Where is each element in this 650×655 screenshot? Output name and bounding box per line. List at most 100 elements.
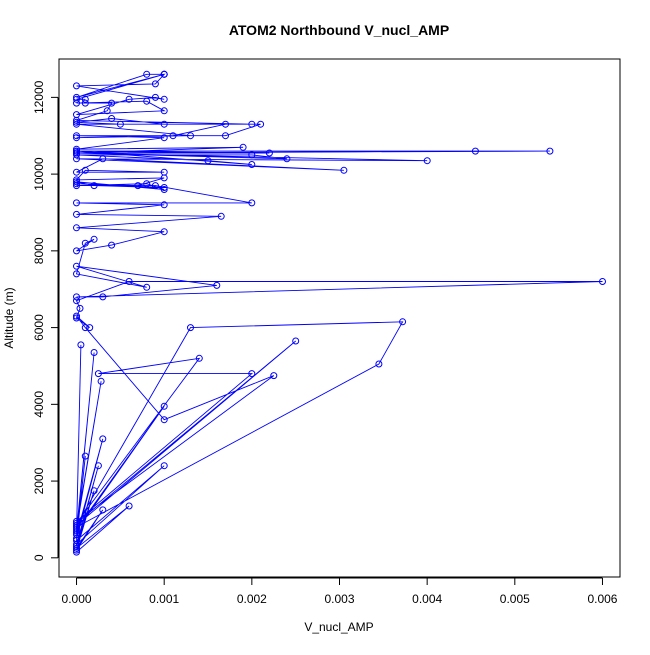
- x-axis-label: V_nucl_AMP: [304, 620, 373, 634]
- data-point: [81, 239, 89, 247]
- data-point: [134, 182, 142, 190]
- data-point: [160, 184, 168, 191]
- data-point: [217, 212, 225, 220]
- data-point: [73, 176, 80, 184]
- data-point: [248, 161, 256, 168]
- data-point: [81, 99, 89, 107]
- x-tick-label: 0.004: [412, 592, 442, 606]
- data-point: [204, 157, 212, 165]
- data-point: [599, 278, 606, 285]
- data-point: [73, 95, 80, 103]
- data-point: [248, 199, 256, 207]
- data-point: [73, 544, 80, 552]
- data-point: [99, 506, 107, 514]
- data-point: [160, 120, 168, 128]
- x-axis: 0.000 0.001 0.002 0.003 0.004 0.005 0.006: [62, 577, 618, 606]
- data-point: [195, 354, 203, 362]
- x-tick-label: 0.005: [500, 592, 530, 606]
- data-point: [73, 199, 80, 207]
- data-point: [73, 521, 80, 529]
- data-point: [160, 402, 168, 410]
- data-point: [187, 324, 194, 332]
- data-point: [265, 149, 273, 157]
- data-point: [73, 312, 80, 320]
- data-point: [160, 462, 168, 470]
- data-point: [546, 147, 554, 155]
- data-point: [292, 337, 300, 345]
- data-point: [73, 147, 80, 155]
- data-point: [160, 95, 168, 103]
- data-point: [125, 502, 133, 510]
- series-line: [75, 73, 603, 553]
- data-point: [73, 132, 80, 140]
- data-point: [73, 297, 80, 305]
- data-point: [94, 370, 102, 378]
- data-point: [73, 111, 80, 119]
- data-point: [375, 360, 383, 368]
- x-tick-label: 0.003: [324, 592, 354, 606]
- data-point: [99, 293, 107, 301]
- y-tick-label: 6000: [32, 314, 46, 341]
- data-point: [73, 517, 80, 525]
- data-point: [90, 487, 98, 495]
- y-axis: 0 2000 4000 6000 8000 10000 12000: [32, 80, 59, 561]
- data-point: [90, 182, 98, 190]
- y-tick-label: 10000: [32, 157, 46, 191]
- data-point: [187, 132, 194, 140]
- y-tick-label: 4000: [32, 391, 46, 418]
- data-point: [99, 435, 107, 443]
- y-tick-label: 0: [32, 554, 46, 561]
- data-point: [81, 166, 89, 174]
- x-tick-label: 0.001: [149, 592, 179, 606]
- data-point: [151, 80, 159, 88]
- data-point: [73, 118, 80, 126]
- data-point: [73, 82, 80, 90]
- data-point: [73, 168, 80, 176]
- data-point: [125, 95, 133, 103]
- data-point: [160, 70, 168, 78]
- data-point: [143, 180, 151, 188]
- data-point: [90, 349, 98, 356]
- data-point: [116, 120, 124, 128]
- data-point: [222, 132, 229, 140]
- data-point: [73, 270, 80, 278]
- x-tick-label: 0.006: [587, 592, 617, 606]
- data-point: [248, 370, 256, 378]
- data-point: [73, 134, 80, 142]
- data-point: [73, 314, 80, 322]
- data-point: [73, 262, 80, 270]
- data-point: [160, 168, 168, 176]
- data-point: [399, 318, 407, 326]
- data-point: [73, 247, 80, 255]
- data-point: [283, 155, 291, 163]
- x-tick-label: 0.002: [237, 592, 267, 606]
- data-point: [73, 519, 80, 527]
- data-point: [73, 210, 80, 218]
- y-axis-label: Altitude (m): [2, 287, 16, 348]
- data-point: [108, 241, 116, 249]
- data-point: [97, 377, 105, 385]
- data-point: [73, 180, 80, 188]
- data-point: [143, 283, 151, 291]
- data-point: [143, 97, 151, 105]
- data-point: [81, 452, 89, 460]
- data-point: [73, 178, 80, 186]
- data-point: [81, 95, 89, 103]
- y-tick-label: 8000: [32, 237, 46, 264]
- series-lines: [75, 73, 603, 553]
- data-point: [239, 143, 247, 151]
- series-points: [73, 70, 606, 556]
- data-point: [151, 182, 159, 190]
- data-point: [108, 99, 116, 107]
- data-point: [160, 134, 168, 142]
- data-point: [99, 155, 107, 163]
- data-point: [160, 201, 168, 209]
- data-point: [169, 132, 177, 140]
- data-point: [73, 293, 80, 301]
- data-point: [222, 120, 229, 128]
- data-point: [73, 224, 80, 232]
- data-point: [73, 145, 80, 153]
- chart-title: ATOM2 Northbound V_nucl_AMP: [229, 22, 449, 38]
- data-point: [270, 372, 278, 380]
